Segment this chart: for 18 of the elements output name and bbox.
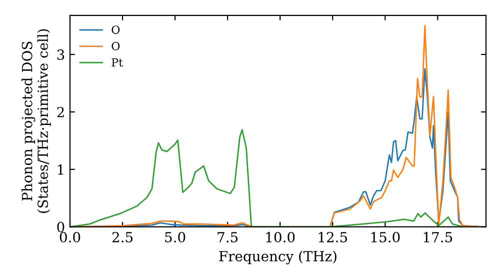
x-tick-label: 17.5 bbox=[424, 232, 452, 242]
x-tick-label: 7.5 bbox=[218, 232, 238, 242]
x-axis-title: Frequency (THz) bbox=[219, 250, 336, 264]
x-tick-label: 12.5 bbox=[318, 232, 348, 242]
legend-label: Pt bbox=[112, 58, 123, 67]
x-tick-label: 0.0 bbox=[60, 232, 80, 242]
y-tick-label: 0 bbox=[57, 222, 64, 232]
legend-label: O bbox=[112, 26, 120, 34]
x-tick-label: 5.0 bbox=[165, 232, 186, 242]
y-tick-label: 2 bbox=[57, 106, 64, 118]
y-tick-label: 3 bbox=[57, 49, 64, 60]
y-tick-label: 1 bbox=[58, 164, 64, 175]
legend-label: O bbox=[112, 42, 120, 50]
x-tick-label: 2.5 bbox=[112, 232, 132, 242]
x-tick-label: 15.0 bbox=[371, 232, 400, 242]
y-axis-title: Phonon projected DOS (States/THz·primitive cell) bbox=[22, 29, 51, 213]
x-tick-label: 10.0 bbox=[266, 232, 295, 242]
line-series bbox=[70, 129, 464, 227]
